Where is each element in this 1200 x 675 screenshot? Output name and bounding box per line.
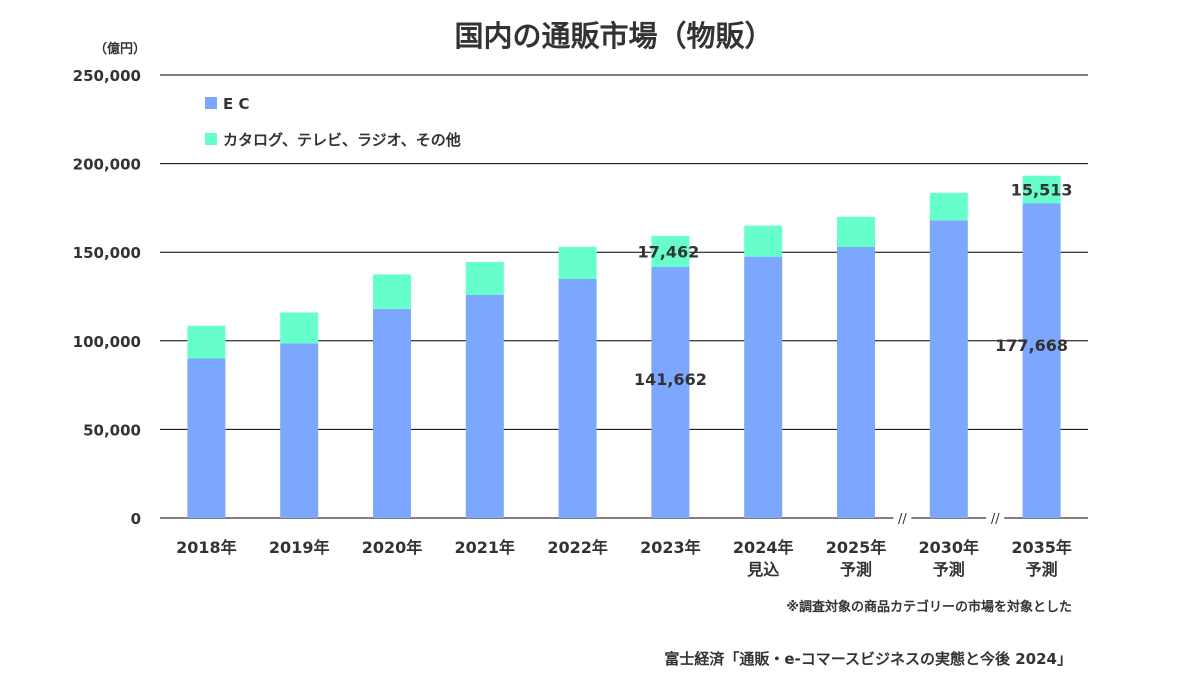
footnote: ※調査対象の商品カテゴリーの市場を対象とした bbox=[786, 599, 1072, 615]
y-tick-label: 50,000 bbox=[83, 421, 141, 439]
legend: E C カタログ、テレビ、ラジオ、その他 bbox=[205, 95, 461, 149]
axis-break-mark: // bbox=[898, 512, 907, 527]
bar-segment-ec bbox=[1022, 203, 1061, 518]
bar-segment-ec bbox=[465, 294, 504, 518]
bar-segment-other bbox=[837, 216, 875, 247]
data-label: 177,668 bbox=[995, 336, 1068, 355]
bar-segment-other bbox=[558, 246, 597, 279]
data-label: 141,662 bbox=[634, 370, 707, 389]
bar-segment-ec bbox=[929, 220, 968, 518]
axis-break-mask bbox=[986, 511, 1005, 525]
bar-segment-other bbox=[929, 192, 968, 221]
axis-break-mark: // bbox=[991, 512, 1000, 527]
x-tick-label: 2022年 bbox=[547, 538, 608, 557]
bar-segment-ec bbox=[837, 246, 875, 518]
bar-segment-other bbox=[744, 225, 783, 257]
x-tick-label: 2019年 bbox=[269, 538, 330, 557]
x-tick-label: 2018年 bbox=[176, 538, 237, 557]
bar-segment-ec bbox=[373, 308, 411, 518]
y-tick-label: 100,000 bbox=[73, 333, 141, 351]
y-tick-label: 250,000 bbox=[73, 67, 141, 85]
x-tick-label: 2023年 bbox=[640, 538, 701, 557]
legend-label: カタログ、テレビ、ラジオ、その他 bbox=[223, 131, 461, 149]
bar-segment-ec bbox=[558, 278, 597, 518]
bar-segment-other bbox=[465, 261, 504, 295]
source-citation: 富士経済「通販・e-コマースビジネスの実態と今後 2024」 bbox=[664, 650, 1072, 668]
y-axis-ticks: 0 50,000 100,000 150,000 200,000 250,000 bbox=[73, 67, 141, 528]
x-tick-label: 2021年 bbox=[455, 538, 516, 557]
data-labels: 17,462 141,662 15,513 177,668 bbox=[634, 180, 1073, 389]
bar-segment-ec bbox=[280, 343, 319, 518]
bar-segment-other bbox=[373, 274, 411, 309]
x-axis-ticks: 2018年 2019年 2020年 2021年 2022年 2023年 2024年見込 202… bbox=[176, 538, 1072, 579]
legend-swatch bbox=[205, 133, 217, 145]
x-tick-label: 2024年見込 bbox=[733, 538, 794, 579]
chart-title: 国内の通販市場（物販） bbox=[454, 19, 773, 53]
bar-segment-other bbox=[280, 312, 319, 344]
legend-swatch bbox=[205, 97, 217, 109]
x-tick-label: 2020年 bbox=[362, 538, 423, 557]
y-axis-unit-label: （億円） bbox=[94, 41, 146, 57]
bar-segment-other bbox=[1022, 175, 1061, 204]
bar-segment-other bbox=[187, 325, 226, 359]
bar-segment-ec bbox=[651, 266, 690, 518]
data-label: 15,513 bbox=[1011, 180, 1073, 199]
data-label: 17,462 bbox=[638, 243, 700, 262]
bar-segment-ec bbox=[744, 256, 783, 518]
bar-segment-other bbox=[651, 236, 690, 267]
y-tick-label: 200,000 bbox=[73, 156, 141, 174]
y-tick-label: 150,000 bbox=[73, 244, 141, 262]
x-tick-label: 2025年予測 bbox=[826, 538, 887, 579]
axis-break-mask bbox=[893, 511, 912, 525]
axis-breaks: // // bbox=[893, 511, 1005, 527]
bars bbox=[187, 175, 1061, 518]
bar-segment-ec bbox=[187, 358, 226, 518]
x-tick-label: 2030年予測 bbox=[919, 538, 980, 579]
legend-label: E C bbox=[223, 95, 249, 113]
x-tick-label: 2035年予測 bbox=[1011, 538, 1072, 579]
y-tick-label: 0 bbox=[131, 510, 141, 528]
